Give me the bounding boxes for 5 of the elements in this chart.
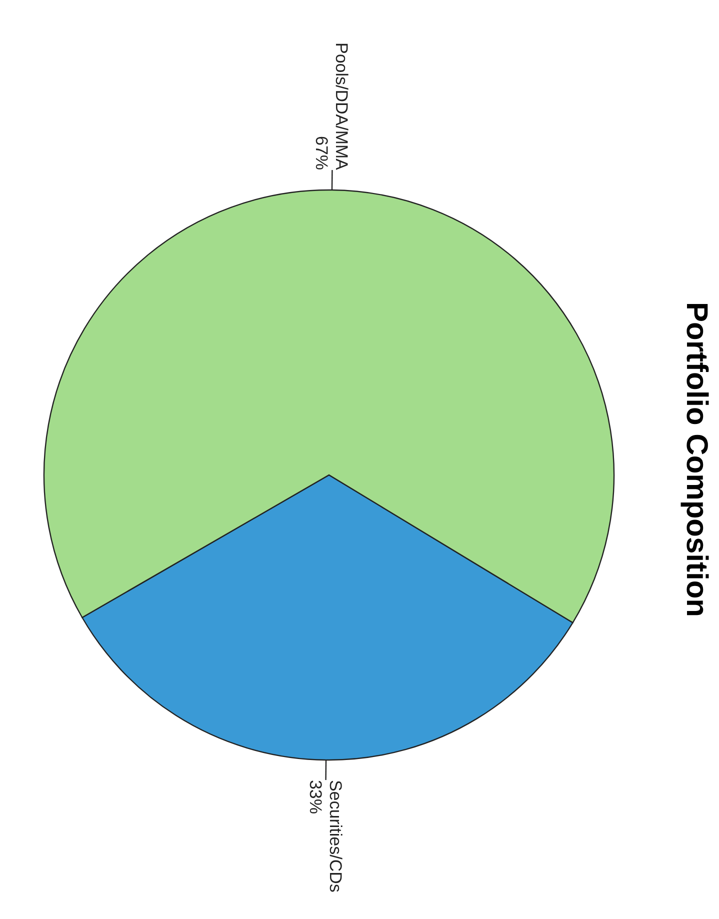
data-label: 67% — [312, 136, 332, 170]
slice-label: Pools/DDA/MMA — [332, 42, 352, 171]
slice-label: Securities/CDs — [326, 780, 345, 892]
data-label: 33% — [306, 780, 325, 814]
text: Portfolio Composition — [679, 301, 713, 619]
